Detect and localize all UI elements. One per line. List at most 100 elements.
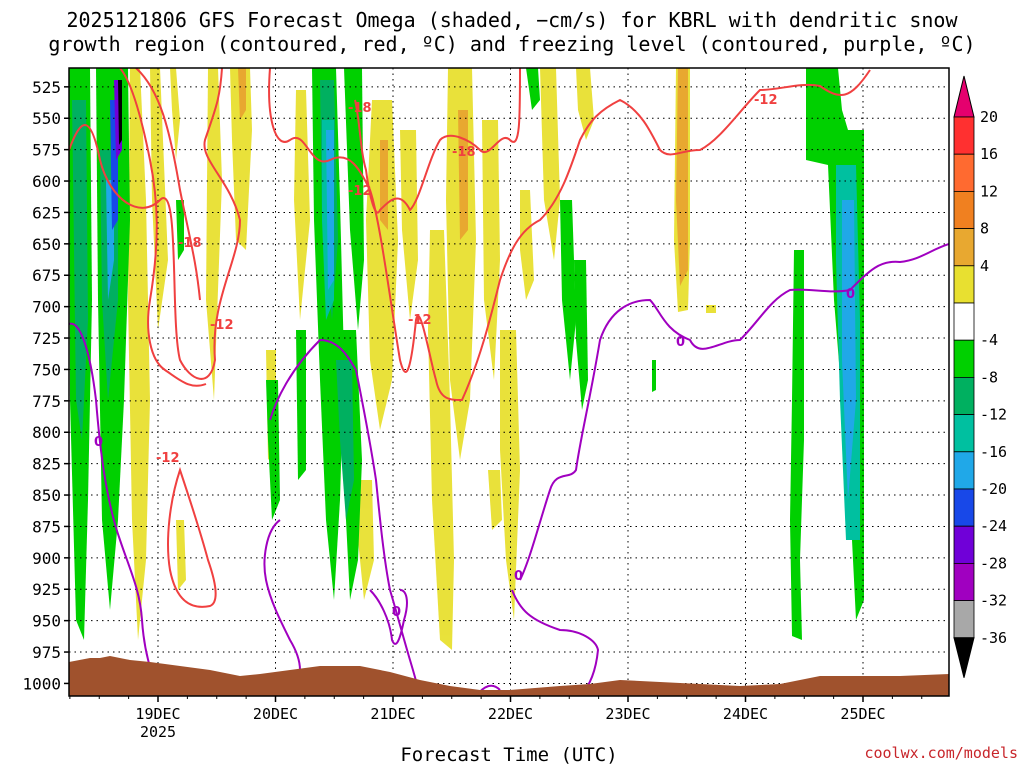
grid bbox=[69, 68, 949, 696]
y-tick-label: 950 bbox=[32, 612, 61, 631]
freezing-level-contour-2 bbox=[269, 338, 421, 696]
credit-link[interactable]: coolwx.com/models bbox=[864, 744, 1018, 762]
colorbar-label: -28 bbox=[980, 554, 1007, 572]
colorbar-segment bbox=[953, 153, 975, 192]
colorbar-bottom-arrow bbox=[953, 637, 975, 678]
y-tick-label: 725 bbox=[32, 329, 61, 348]
dgz-label-minus12-d: -12 bbox=[156, 451, 180, 466]
colorbar-segment bbox=[953, 525, 975, 564]
colorbar-segment bbox=[953, 228, 975, 267]
freezing-level-contours bbox=[69, 243, 949, 696]
y-tick-label: 750 bbox=[32, 360, 61, 379]
freezing-label-e: 0 bbox=[392, 605, 401, 620]
dgz-contours bbox=[69, 68, 871, 608]
omega-strong-negative-shading bbox=[72, 80, 860, 540]
x-axis: 19DEC 20DEC 21DEC 22DEC 23DEC 24DEC 25DEC bbox=[69, 696, 923, 723]
colorbar-label: -4 bbox=[980, 331, 998, 349]
colorbar-segment bbox=[953, 563, 975, 602]
dgz-label-minus12-a: -12 bbox=[348, 184, 372, 199]
freezing-level-contour-4 bbox=[369, 589, 408, 645]
freezing-level-contour-1 bbox=[69, 322, 161, 696]
dgz-contour-1 bbox=[69, 68, 242, 380]
colorbar-label: 20 bbox=[980, 108, 998, 126]
freezing-level-contour-6 bbox=[519, 243, 949, 581]
colorbar-label: -8 bbox=[980, 368, 998, 386]
colorbar-label: 8 bbox=[980, 220, 989, 238]
colorbar-segment bbox=[953, 190, 975, 229]
colorbar-label: -36 bbox=[980, 629, 1007, 647]
y-tick-label: 850 bbox=[32, 486, 61, 505]
x-tick-label: 22DEC bbox=[488, 705, 533, 723]
x-tick-label: 19DEC bbox=[135, 705, 180, 723]
colorbar-segment bbox=[953, 116, 975, 155]
x-tick-label: 20DEC bbox=[253, 705, 298, 723]
dgz-label-minus12-b: -12 bbox=[210, 318, 234, 333]
plot-border bbox=[68, 67, 950, 697]
colorbar: 20 16 12 8 4 -4 -8 -12 -16 -20 -24 -28 -32 -36 bbox=[953, 75, 1007, 678]
colorbar-label: -16 bbox=[980, 443, 1007, 461]
freezing-label-b: 0 bbox=[676, 335, 685, 350]
y-tick-label: 675 bbox=[32, 266, 61, 285]
colorbar-label: 4 bbox=[980, 257, 989, 275]
y-tick-label: 700 bbox=[32, 298, 61, 317]
x-year-label: 2025 bbox=[140, 723, 176, 741]
y-axis: 525 550 575 600 625 650 675 700 725 750 775 800 825 8… bbox=[22, 78, 69, 693]
dgz-label-minus18-a: -18 bbox=[348, 101, 372, 116]
colorbar-label: -12 bbox=[980, 406, 1007, 424]
dgz-contour-4 bbox=[354, 68, 521, 214]
y-tick-label: 625 bbox=[32, 203, 61, 222]
contour-labels: -18 -18 -18 -12 -12 -12 -12 -12 0 0 0 0 … bbox=[94, 93, 855, 620]
y-tick-label: 650 bbox=[32, 235, 61, 254]
dgz-contour-2 bbox=[119, 68, 207, 387]
y-tick-label: 975 bbox=[32, 643, 61, 662]
title-line-1: 2025121806 GFS Forecast Omega (shaded, −… bbox=[66, 8, 958, 32]
freezing-level-contour-3 bbox=[263, 519, 301, 671]
colorbar-label: -20 bbox=[980, 480, 1007, 498]
dgz-label-minus18-b: -18 bbox=[452, 145, 476, 160]
colorbar-segment bbox=[953, 451, 975, 490]
freezing-label-c: 0 bbox=[846, 287, 855, 302]
colorbar-label: 12 bbox=[980, 182, 998, 200]
omega-positive-shading bbox=[128, 68, 716, 650]
shading-layer bbox=[69, 68, 949, 696]
colorbar-segment bbox=[953, 265, 975, 304]
y-tick-label: 775 bbox=[32, 392, 61, 411]
dgz-label-minus12-e: -12 bbox=[754, 93, 778, 108]
colorbar-segment bbox=[953, 339, 975, 378]
colorbar-segment bbox=[953, 488, 975, 527]
x-tick-label: 25DEC bbox=[840, 705, 885, 723]
dgz-contour-6 bbox=[135, 68, 201, 301]
y-tick-label: 900 bbox=[32, 549, 61, 568]
y-tick-label: 525 bbox=[32, 78, 61, 97]
dgz-label-minus12-c: -12 bbox=[408, 313, 432, 328]
freezing-label-a: 0 bbox=[94, 435, 103, 450]
freezing-level-contour-7 bbox=[511, 589, 600, 696]
dgz-contour-3 bbox=[268, 68, 871, 402]
y-tick-label: 575 bbox=[32, 141, 61, 160]
x-tick-label: 24DEC bbox=[723, 705, 768, 723]
y-tick-label: 550 bbox=[32, 109, 61, 128]
chart-title: 2025121806 GFS Forecast Omega (shaded, −… bbox=[0, 8, 1024, 56]
colorbar-label: -32 bbox=[980, 592, 1007, 610]
dgz-label-minus18-c: -18 bbox=[178, 236, 202, 251]
colorbar-top-arrow bbox=[953, 75, 975, 118]
y-tick-label: 875 bbox=[32, 517, 61, 536]
colorbar-segment bbox=[953, 376, 975, 415]
colorbar-label: 16 bbox=[980, 145, 998, 163]
colorbar-segment bbox=[953, 414, 975, 453]
colorbar-label: -24 bbox=[980, 517, 1007, 535]
y-tick-label: 925 bbox=[32, 580, 61, 599]
title-line-2: growth region (contoured, red, ºC) and f… bbox=[48, 32, 976, 56]
dgz-contour-5 bbox=[167, 466, 217, 608]
freezing-label-d: 0 bbox=[514, 569, 523, 584]
colorbar-segment bbox=[953, 302, 975, 341]
x-tick-label: 21DEC bbox=[370, 705, 415, 723]
terrain bbox=[69, 656, 949, 696]
x-tick-label: 23DEC bbox=[605, 705, 650, 723]
y-tick-label: 825 bbox=[32, 455, 61, 474]
x-axis-label: Forecast Time (UTC) bbox=[400, 744, 618, 766]
colorbar-segment bbox=[953, 600, 975, 639]
y-tick-label: 800 bbox=[32, 423, 61, 442]
y-tick-label: 1000 bbox=[22, 674, 61, 693]
